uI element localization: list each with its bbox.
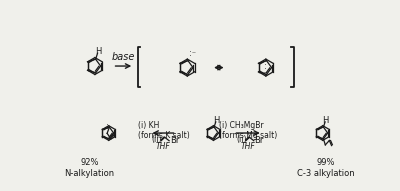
Text: H: H	[322, 116, 329, 125]
Text: (i) CH₃MgBr
(forms Mg salt): (i) CH₃MgBr (forms Mg salt)	[219, 121, 277, 140]
Text: (ii): (ii)	[152, 135, 162, 144]
Text: (ii): (ii)	[236, 135, 247, 144]
Text: H: H	[95, 47, 101, 56]
Text: 99%
C-3 alkylation: 99% C-3 alkylation	[297, 159, 355, 178]
Text: :⁻: :⁻	[189, 49, 196, 58]
Text: Br: Br	[170, 136, 179, 145]
Text: :: :	[264, 62, 267, 71]
Text: :: :	[106, 122, 108, 131]
Text: ..⁻: ..⁻	[262, 66, 272, 75]
Text: THF: THF	[156, 142, 171, 151]
Text: base: base	[112, 52, 135, 62]
Text: H: H	[213, 116, 220, 125]
Text: THF: THF	[241, 142, 256, 151]
Text: Br: Br	[254, 136, 264, 145]
Text: 92%
N-alkylation: 92% N-alkylation	[64, 159, 114, 178]
Text: (i) KH
(forms K salt): (i) KH (forms K salt)	[138, 121, 189, 140]
